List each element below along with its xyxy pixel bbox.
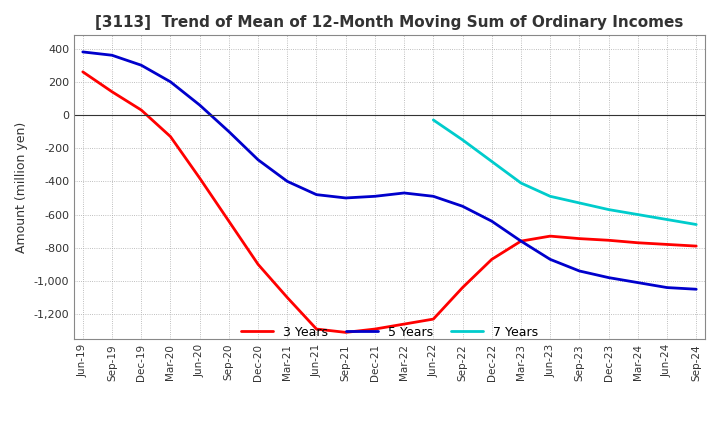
7 Years [517,180,526,186]
5 Years [400,191,408,196]
7 Years [429,117,438,123]
5 Years [166,79,175,84]
5 Years [253,157,262,162]
5 Years [662,285,671,290]
7 Years [604,207,613,212]
7 Years [546,194,554,199]
3 Years [692,243,701,249]
3 Years [634,240,642,246]
3 Years [195,176,204,181]
Legend: 3 Years, 5 Years, 7 Years: 3 Years, 5 Years, 7 Years [241,326,538,339]
3 Years [662,242,671,247]
5 Years [546,257,554,262]
5 Years [692,286,701,292]
3 Years [78,69,87,74]
Title: [3113]  Trend of Mean of 12-Month Moving Sum of Ordinary Incomes: [3113] Trend of Mean of 12-Month Moving … [95,15,684,30]
7 Years [575,200,584,205]
5 Years [108,53,117,58]
7 Years [692,222,701,227]
5 Years [458,204,467,209]
3 Years [137,107,145,113]
5 Years [341,195,350,201]
5 Years [575,268,584,274]
3 Years [487,257,496,262]
5 Years [78,49,87,55]
3 Years [546,234,554,239]
Line: 3 Years: 3 Years [83,72,696,332]
3 Years [283,295,292,300]
7 Years [662,217,671,222]
5 Years [517,238,526,244]
Line: 5 Years: 5 Years [83,52,696,289]
3 Years [166,134,175,139]
Line: 7 Years: 7 Years [433,120,696,224]
Y-axis label: Amount (million yen): Amount (million yen) [15,121,28,253]
5 Years [371,194,379,199]
3 Years [371,326,379,332]
3 Years [604,238,613,243]
5 Years [195,103,204,108]
7 Years [634,212,642,217]
3 Years [253,262,262,267]
3 Years [312,326,321,332]
5 Years [634,280,642,285]
5 Years [225,129,233,134]
3 Years [517,238,526,244]
5 Years [283,179,292,184]
3 Years [341,330,350,335]
5 Years [312,192,321,197]
5 Years [487,219,496,224]
3 Years [108,89,117,95]
3 Years [400,322,408,327]
3 Years [225,219,233,224]
5 Years [604,275,613,280]
5 Years [429,194,438,199]
7 Years [458,137,467,143]
5 Years [137,62,145,68]
7 Years [487,159,496,164]
3 Years [429,316,438,322]
3 Years [575,236,584,241]
3 Years [458,285,467,290]
